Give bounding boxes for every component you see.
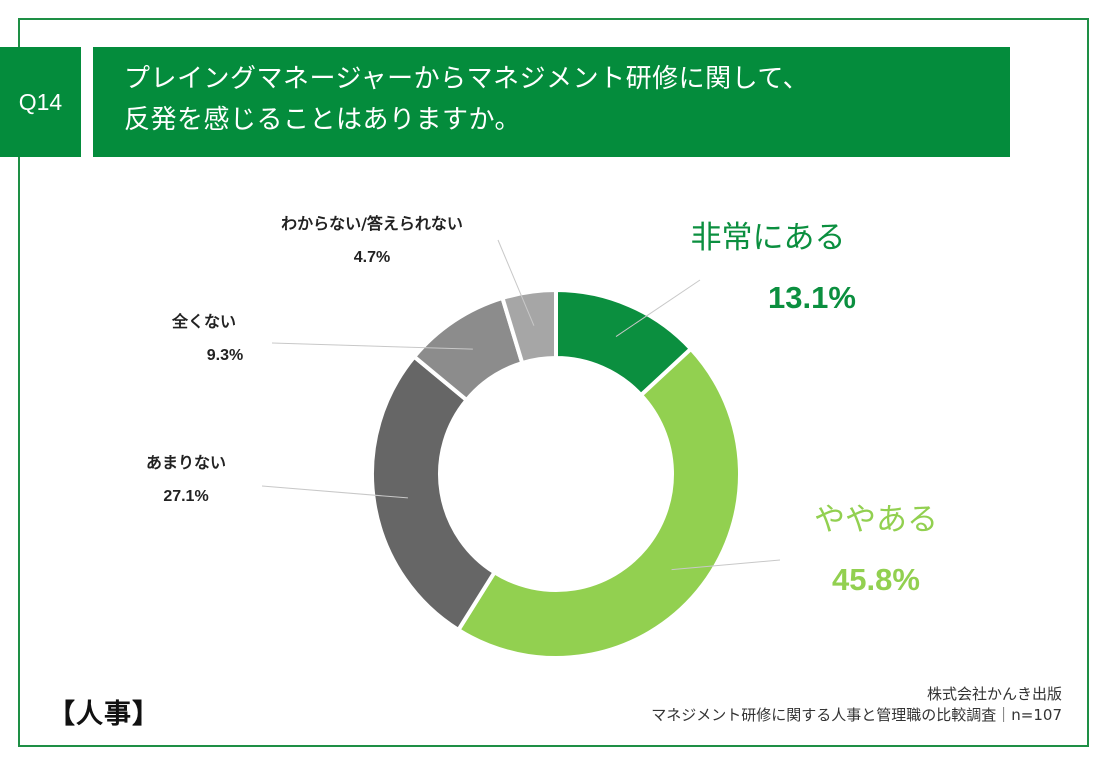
slice-value-label: 13.1% xyxy=(768,280,856,315)
slice-category-label: わからない/答えられない xyxy=(281,214,463,233)
leader-line xyxy=(671,559,781,571)
donut-slice xyxy=(499,287,558,366)
source-company: 株式会社かんき出版 xyxy=(926,685,1062,703)
question-title-line-1: プレイングマネージャーからマネジメント研修に関して、 xyxy=(124,64,810,94)
source-note: 株式会社かんき出版 マネジメント研修に関する人事と管理職の比較調査｜n=107 xyxy=(651,684,1062,726)
leader-line xyxy=(615,279,701,337)
leader-line xyxy=(261,485,408,499)
slice-category-label: 非常にある xyxy=(691,220,846,256)
leader-line xyxy=(497,239,535,326)
slice-value-label: 4.7% xyxy=(354,249,390,266)
question-number-badge: Q14 xyxy=(0,47,81,157)
donut-slice xyxy=(370,353,498,633)
slice-category-label: あまりない xyxy=(146,453,226,472)
slice-value-label: 45.8% xyxy=(832,562,920,597)
slice-category-label: 全くない xyxy=(171,312,236,331)
question-title: プレイングマネージャーからマネジメント研修に関して、 反発を感じることはあります… xyxy=(93,47,1010,157)
leader-lines xyxy=(261,239,781,571)
slice-labels: 非常にある 13.1% ややある 45.8% あまりない 27.1% 全くない 9.3% わから… xyxy=(146,214,938,597)
slice-category-label: ややある xyxy=(814,502,938,538)
source-survey: マネジメント研修に関する人事と管理職の比較調査｜n=107 xyxy=(651,706,1062,724)
question-number: Q14 xyxy=(18,88,63,115)
chart-frame xyxy=(18,18,1089,747)
donut-slices xyxy=(370,287,742,660)
question-title-line-2: 反発を感じることはありますか。 xyxy=(124,105,521,135)
slice-value-label: 9.3% xyxy=(207,347,243,364)
donut-slice xyxy=(455,346,742,660)
slice-value-label: 27.1% xyxy=(163,488,208,505)
leader-line xyxy=(271,342,473,350)
department-tag: 【人事】 xyxy=(48,699,160,730)
